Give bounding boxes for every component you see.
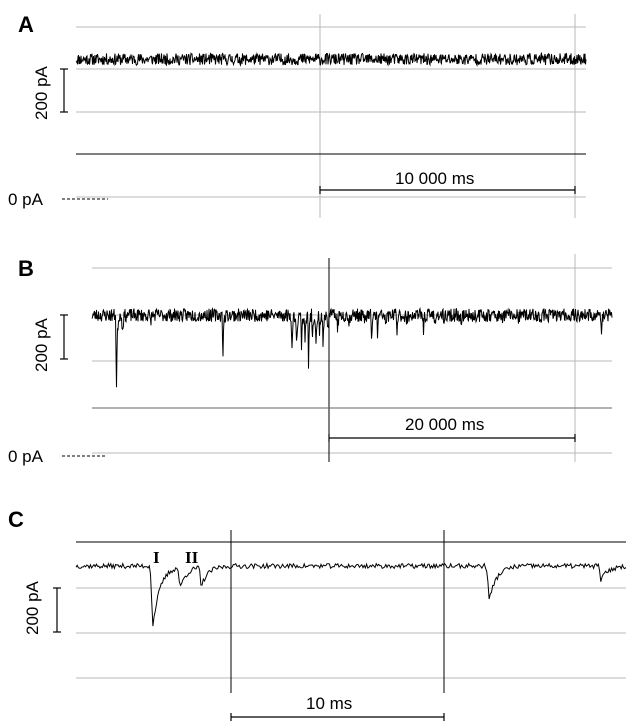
panel-b-plot: B 200 pA 0 pA 20 000 ms	[8, 254, 613, 466]
panel-b: B 200 pA 0 pA 20 000 ms	[0, 240, 626, 475]
panel-c-trace	[75, 561, 626, 627]
panel-b-amp-scale-label: 200 pA	[32, 317, 51, 372]
panel-a-amp-scale-label: 200 pA	[32, 65, 51, 120]
panel-a-time-scale-label: 10 000 ms	[395, 169, 474, 188]
panel-c-amp-scale-label: 200 pA	[23, 580, 42, 635]
panel-b-zero-label: 0 pA	[8, 447, 44, 466]
panel-c-event-label-i: I	[153, 548, 160, 567]
panel-b-trace	[91, 307, 613, 388]
panel-b-letter: B	[18, 256, 34, 281]
panel-b-grid	[92, 254, 612, 462]
panel-a-letter: A	[18, 12, 34, 37]
panel-c-event-label-ii: II	[185, 548, 199, 567]
panel-c: C 200 pA 10 ms I II	[0, 495, 626, 722]
panel-a: A 200 pA 0 pA 10 000 ms	[0, 0, 626, 230]
panel-c-time-scale-label: 10 ms	[306, 694, 352, 713]
panel-c-plot: C 200 pA 10 ms I II	[8, 507, 626, 721]
panel-c-grid	[76, 587, 626, 679]
panel-a-plot: A 200 pA 0 pA 10 000 ms	[8, 12, 587, 218]
panel-a-trace	[75, 51, 587, 68]
panel-c-letter: C	[8, 507, 24, 532]
panel-b-time-scale-label: 20 000 ms	[405, 415, 484, 434]
panel-a-zero-label: 0 pA	[8, 190, 44, 209]
panel-a-grid	[76, 14, 586, 218]
